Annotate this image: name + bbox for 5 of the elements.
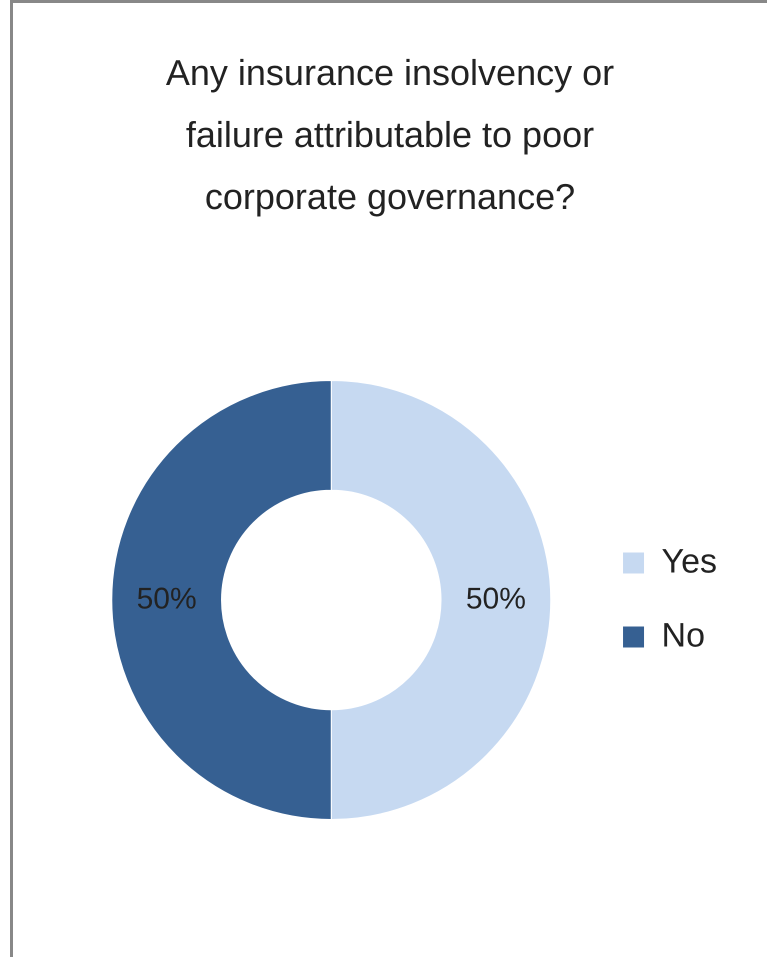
legend-label: Yes	[662, 542, 718, 580]
chart-title: Any insurance insolvency or failure attributable to poor corporate governance?	[164, 51, 616, 219]
data-label: 50%	[136, 582, 197, 616]
data-label: 50%	[466, 582, 526, 616]
legend-label: No	[662, 616, 706, 654]
